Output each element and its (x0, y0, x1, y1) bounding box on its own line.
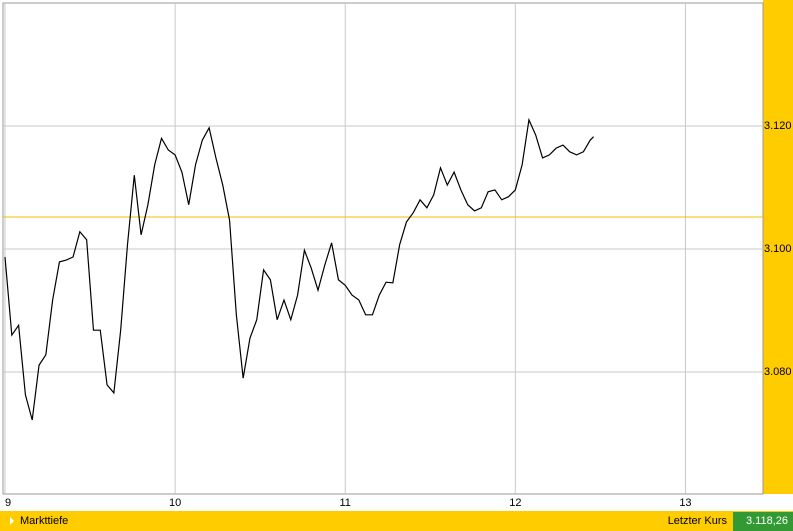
footer-bar (0, 511, 793, 531)
y-tick-label: 3.080 (764, 366, 792, 378)
footer-link[interactable]: Markttiefe (20, 515, 68, 527)
last-price-label: Letzter Kurs (668, 515, 728, 527)
price-line (4, 117, 595, 421)
footer-arrow (10, 517, 14, 525)
x-tick-label: 11 (340, 497, 351, 509)
y-tick-label: 3.120 (764, 120, 792, 132)
y-tick-label: 3.100 (764, 243, 792, 255)
x-tick-label: 10 (169, 497, 181, 509)
last-price-box (733, 512, 793, 531)
last-price: 3.118,26 (746, 515, 788, 527)
x-tick-label: 12 (509, 497, 521, 509)
x-tick-label: 13 (679, 497, 691, 509)
x-tick-label: 9 (5, 497, 11, 509)
y-axis-panel (763, 0, 793, 494)
